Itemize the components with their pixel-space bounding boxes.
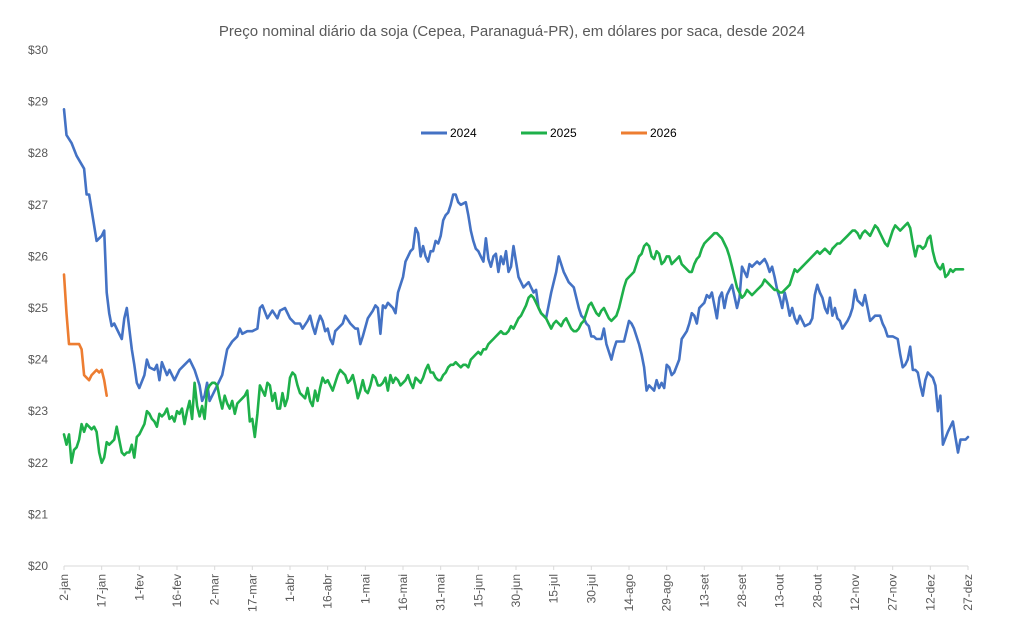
- y-tick-label: $20: [28, 559, 48, 573]
- x-tick-label: 28-set: [735, 573, 749, 607]
- x-tick-label: 13-set: [697, 573, 711, 607]
- legend-label-2026: 2026: [650, 126, 677, 140]
- y-tick-label: $22: [28, 456, 48, 470]
- legend-label-2025: 2025: [550, 126, 577, 140]
- y-tick-label: $23: [28, 404, 48, 418]
- x-tick-label: 12-nov: [848, 574, 862, 611]
- x-tick-label: 1-abr: [283, 574, 297, 602]
- x-tick-label: 27-nov: [886, 574, 900, 611]
- y-axis: $20 $21 $22 $23 $24 $25 $26 $27 $28 $29 $30: [28, 43, 48, 573]
- x-tick-label: 2-jan: [57, 574, 71, 601]
- y-tick-label: $21: [28, 507, 48, 521]
- x-tick-label: 28-out: [810, 573, 824, 608]
- chart-title: Preço nominal diário da soja (Cepea, Par…: [219, 23, 805, 40]
- legend-label-2024: 2024: [450, 126, 477, 140]
- x-tick-label: 1-fev: [132, 574, 146, 601]
- x-tick-label: 2-mar: [208, 574, 222, 605]
- x-tick-label: 16-fev: [170, 574, 184, 607]
- x-tick-label: 17-jan: [95, 574, 109, 607]
- y-tick-label: $25: [28, 301, 48, 315]
- y-tick-label: $30: [28, 43, 48, 57]
- y-tick-label: $29: [28, 95, 48, 109]
- y-tick-label: $24: [28, 353, 48, 367]
- x-tick-label: 29-ago: [660, 574, 674, 612]
- series-lines: [62, 108, 970, 465]
- x-tick-label: 16-mai: [396, 574, 410, 611]
- x-tick-label: 12-dez: [923, 574, 937, 611]
- x-tick-label: 31-mai: [434, 574, 448, 611]
- x-tick-label: 15-jul: [547, 574, 561, 603]
- series-line-2026: [62, 273, 108, 397]
- x-tick-label: 30-jul: [584, 574, 598, 603]
- x-tick-label: 14-ago: [622, 574, 636, 612]
- x-tick-label: 13-out: [773, 573, 787, 608]
- series-line-2025: [62, 221, 965, 465]
- y-tick-label: $26: [28, 249, 48, 263]
- x-tick-label: 1-mai: [358, 574, 372, 604]
- x-tick-label: 27-dez: [961, 574, 975, 611]
- x-axis: 2-jan 17-jan 1-fev 16-fev 2-mar 17-mar 1-abr 16…: [57, 565, 975, 612]
- x-tick-label: 17-mar: [245, 574, 259, 612]
- x-tick-label: 15-jun: [471, 574, 485, 607]
- y-tick-label: $27: [28, 198, 48, 212]
- y-tick-label: $28: [28, 146, 48, 160]
- legend: 2024 2025 2026: [421, 126, 677, 140]
- x-tick-label: 16-abr: [321, 574, 335, 609]
- x-tick-label: 30-jun: [509, 574, 523, 607]
